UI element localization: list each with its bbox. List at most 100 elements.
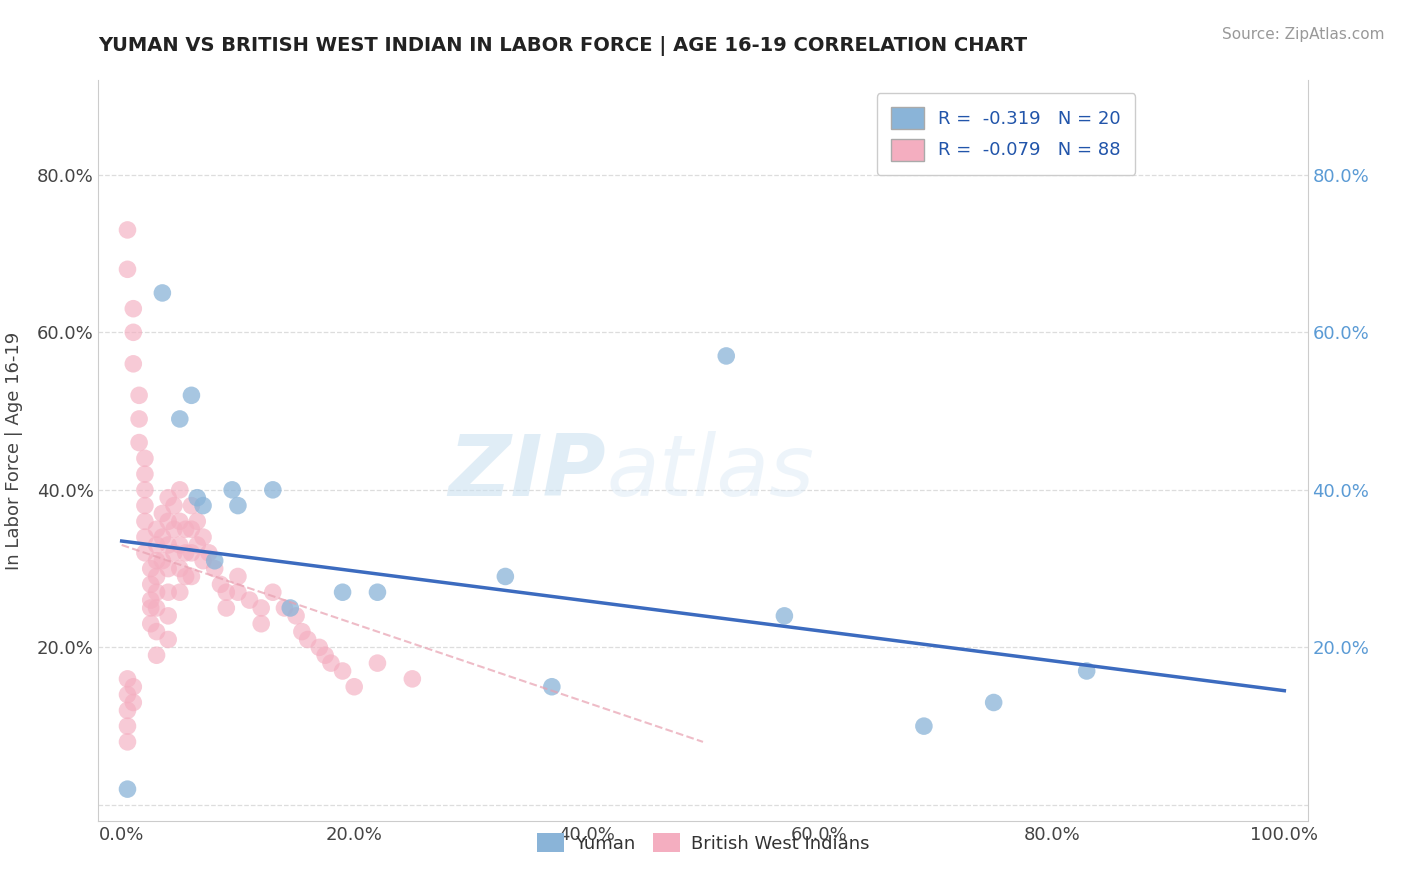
Point (117, 262, 139, 277)
Point (134, 514, 156, 528)
Point (117, 672, 139, 686)
Point (773, 608, 796, 623)
Point (297, 632, 319, 647)
Text: Source: ZipAtlas.com: Source: ZipAtlas.com (1222, 27, 1385, 42)
Point (139, 616, 162, 631)
Point (117, 223, 139, 237)
Point (169, 412, 191, 426)
Point (209, 577, 232, 591)
Point (169, 561, 191, 575)
Point (145, 648, 167, 663)
Point (174, 569, 197, 583)
Point (169, 514, 191, 528)
Point (134, 530, 156, 544)
Point (157, 491, 180, 505)
Point (319, 656, 342, 670)
Point (139, 577, 162, 591)
Point (180, 546, 202, 560)
Point (332, 585, 354, 599)
Point (122, 696, 145, 710)
Point (366, 656, 388, 670)
Point (250, 616, 273, 631)
Point (122, 680, 145, 694)
Point (157, 608, 180, 623)
Point (150, 554, 173, 568)
Point (150, 285, 173, 300)
Point (239, 593, 262, 607)
Point (150, 530, 173, 544)
Point (215, 585, 238, 599)
Point (174, 522, 197, 536)
Point (180, 569, 202, 583)
Point (128, 388, 150, 402)
Point (128, 412, 150, 426)
Point (145, 585, 167, 599)
Point (226, 499, 249, 513)
Point (163, 499, 186, 513)
Point (180, 388, 202, 402)
Point (912, 719, 935, 733)
Point (204, 561, 226, 575)
Text: YUMAN VS BRITISH WEST INDIAN IN LABOR FORCE | AGE 16-19 CORRELATION CHART: YUMAN VS BRITISH WEST INDIAN IN LABOR FO… (98, 36, 1028, 55)
Point (215, 601, 238, 615)
Point (716, 349, 738, 363)
Point (169, 585, 191, 599)
Point (273, 601, 295, 615)
Point (163, 546, 186, 560)
Point (145, 624, 167, 639)
Y-axis label: In Labor Force | Age 16-19: In Labor Force | Age 16-19 (4, 331, 22, 570)
Point (983, 696, 1005, 710)
Point (117, 782, 139, 797)
Point (128, 435, 150, 450)
Point (174, 546, 197, 560)
Point (157, 585, 180, 599)
Point (139, 601, 162, 615)
Point (134, 546, 156, 560)
Point (134, 483, 156, 497)
Point (117, 735, 139, 749)
Point (157, 514, 180, 528)
Point (145, 569, 167, 583)
Point (343, 680, 366, 694)
Point (191, 554, 214, 568)
Point (278, 601, 301, 615)
Point (262, 483, 284, 497)
Point (366, 585, 388, 599)
Point (163, 522, 186, 536)
Point (221, 483, 243, 497)
Point (145, 601, 167, 615)
Point (117, 703, 139, 717)
Point (145, 522, 167, 536)
Point (186, 514, 208, 528)
Point (117, 719, 139, 733)
Point (122, 301, 145, 316)
Point (198, 546, 221, 560)
Text: ZIP: ZIP (449, 431, 606, 514)
Point (169, 538, 191, 552)
Point (139, 561, 162, 575)
Point (180, 499, 202, 513)
Point (226, 569, 249, 583)
Point (145, 538, 167, 552)
Point (186, 491, 208, 505)
Point (134, 451, 156, 466)
Point (180, 522, 202, 536)
Point (157, 561, 180, 575)
Point (122, 326, 145, 340)
Point (139, 593, 162, 607)
Point (494, 569, 516, 583)
Point (134, 467, 156, 481)
Point (285, 608, 308, 623)
Point (150, 507, 173, 521)
Point (122, 357, 145, 371)
Point (308, 640, 330, 655)
Point (1076, 664, 1098, 678)
Point (191, 499, 214, 513)
Point (401, 672, 423, 686)
Point (226, 585, 249, 599)
Point (314, 648, 336, 663)
Point (186, 538, 208, 552)
Point (117, 688, 139, 702)
Point (250, 601, 273, 615)
Point (204, 554, 226, 568)
